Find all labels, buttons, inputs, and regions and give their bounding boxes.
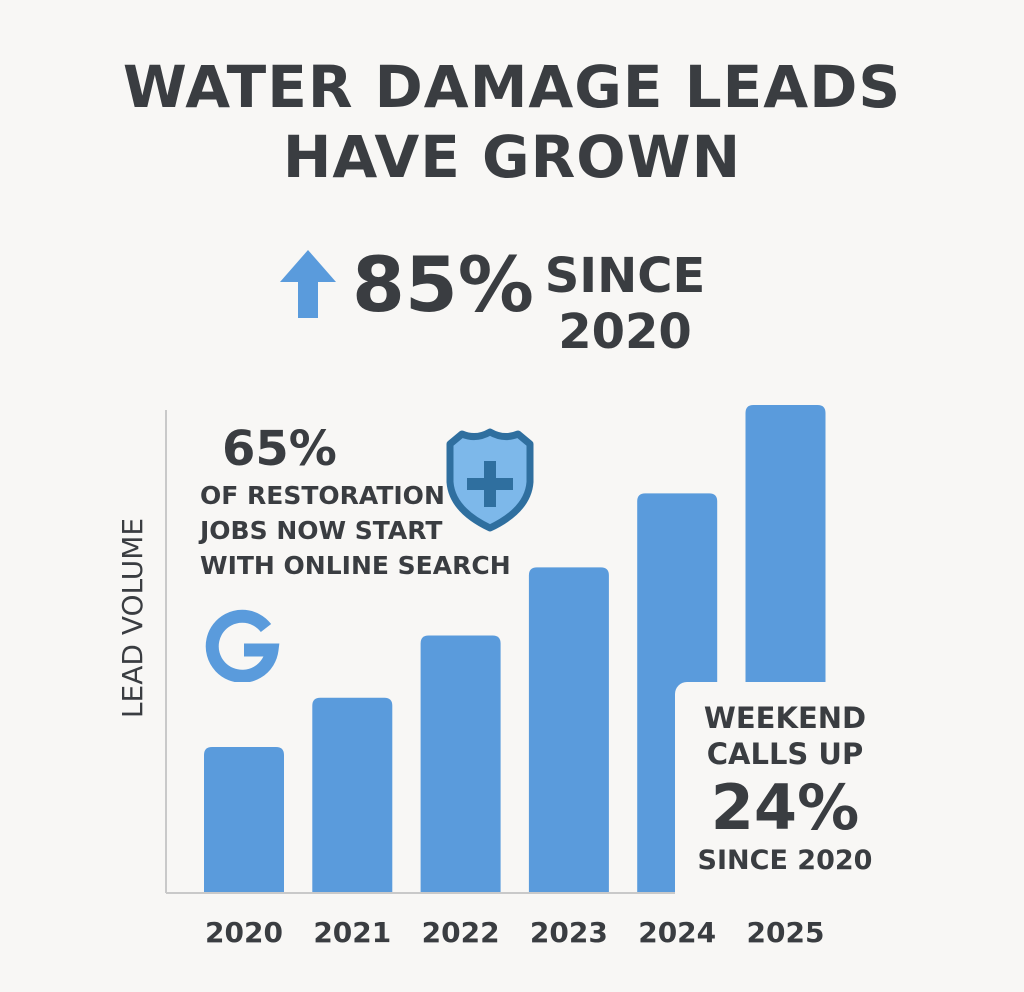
bar-2021 [312, 697, 393, 892]
shield-plus-icon [446, 428, 534, 532]
headline: WATER DAMAGE LEADS HAVE GROWN [0, 52, 1024, 192]
callout-left-line2: JOBS NOW START [200, 516, 443, 545]
x-tick-label: 2023 [530, 916, 608, 949]
growth-value: 85% [352, 240, 534, 329]
callout-right: WEEKEND CALLS UP 24% SINCE 2020 [690, 700, 880, 878]
growth-since-line1: SINCE [544, 248, 706, 304]
callout-right-value: 24% [710, 771, 860, 844]
y-axis-label: LEAD VOLUME [116, 518, 149, 718]
x-tick-label: 2025 [747, 916, 825, 949]
growth-since-line2: 2020 [558, 304, 692, 360]
callout-left-line3: WITH ONLINE SEARCH [200, 551, 511, 580]
callout-left-line1: OF RESTORATION [200, 481, 445, 510]
bar-2023 [528, 567, 609, 892]
headline-line2: HAVE GROWN [282, 123, 742, 191]
bar-2020 [204, 747, 284, 892]
callout-right-line3: SINCE 2020 [697, 845, 873, 876]
growth-since: SINCE 2020 [540, 248, 710, 360]
x-tick-label: 2022 [422, 916, 500, 949]
x-tick-label: 2024 [638, 916, 716, 949]
google-g-icon [205, 609, 280, 682]
callout-left: 65% OF RESTORATION JOBS NOW START WITH O… [200, 420, 511, 583]
callout-right-line1: WEEKEND [703, 701, 867, 735]
x-tick-label: 2020 [205, 916, 283, 949]
callout-right-panel [675, 682, 1024, 894]
headline-line1: WATER DAMAGE LEADS [122, 53, 902, 121]
x-tick-label: 2021 [313, 916, 391, 949]
bar-2022 [420, 635, 501, 892]
callout-left-value: 65% [222, 421, 337, 477]
arrow-up-icon [280, 250, 336, 318]
callout-right-line2: CALLS UP [706, 737, 864, 771]
